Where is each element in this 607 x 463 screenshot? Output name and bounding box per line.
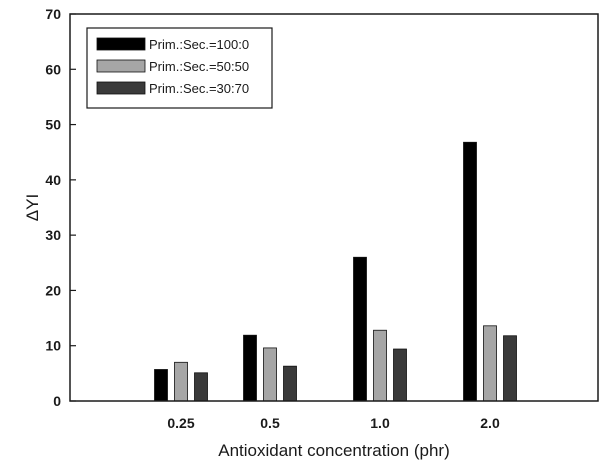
bar-series-1-cat-4: [463, 141, 477, 402]
y-tick-label: 40: [45, 172, 61, 188]
x-tick-label: 2.0: [480, 415, 500, 431]
y-tick-label: 60: [45, 61, 61, 77]
legend: Prim.:Sec.=100:0 Prim.:Sec.=50:50 Prim.:Se…: [86, 27, 273, 109]
bar-series-1-cat-2: [243, 334, 257, 402]
legend-label-3: Prim.:Sec.=30:70: [149, 81, 249, 96]
bar-series-group: [154, 141, 517, 402]
y-tick-label: 20: [45, 282, 61, 298]
y-tick-label: 50: [45, 117, 61, 133]
bar-series-3-cat-1: [194, 372, 208, 402]
bar-series-3-cat-2: [283, 365, 297, 402]
legend-swatch-2: [96, 59, 146, 73]
y-axis-label: ΔYI: [23, 194, 42, 221]
bar-series-2-cat-3: [373, 329, 387, 402]
y-tick-label: 30: [45, 227, 61, 243]
x-tick-label: 0.25: [167, 415, 194, 431]
x-tick-label: 0.5: [260, 415, 280, 431]
y-tick-label: 0: [53, 393, 61, 409]
bar-series-2-cat-1: [174, 361, 188, 402]
y-tick-label: 70: [45, 6, 61, 22]
y-tick-label: 10: [45, 338, 61, 354]
legend-label-2: Prim.:Sec.=50:50: [149, 59, 249, 74]
legend-swatch-3: [96, 81, 146, 95]
bar-series-3-cat-4: [503, 335, 517, 402]
x-tick-label: 1.0: [370, 415, 390, 431]
legend-swatch-1: [96, 37, 146, 51]
bar-series-2-cat-2: [263, 347, 277, 402]
y-axis-ticks: 0 10 20 30 40 50 60 70: [45, 6, 76, 409]
bar-series-1-cat-1: [154, 369, 168, 402]
bar-series-2-cat-4: [483, 325, 497, 402]
bar-series-1-cat-3: [353, 256, 367, 402]
bar-series-3-cat-3: [393, 348, 407, 402]
x-axis-label: Antioxidant concentration (phr): [218, 441, 450, 460]
plot-area-frame: [69, 13, 599, 402]
legend-label-1: Prim.:Sec.=100:0: [149, 37, 249, 52]
